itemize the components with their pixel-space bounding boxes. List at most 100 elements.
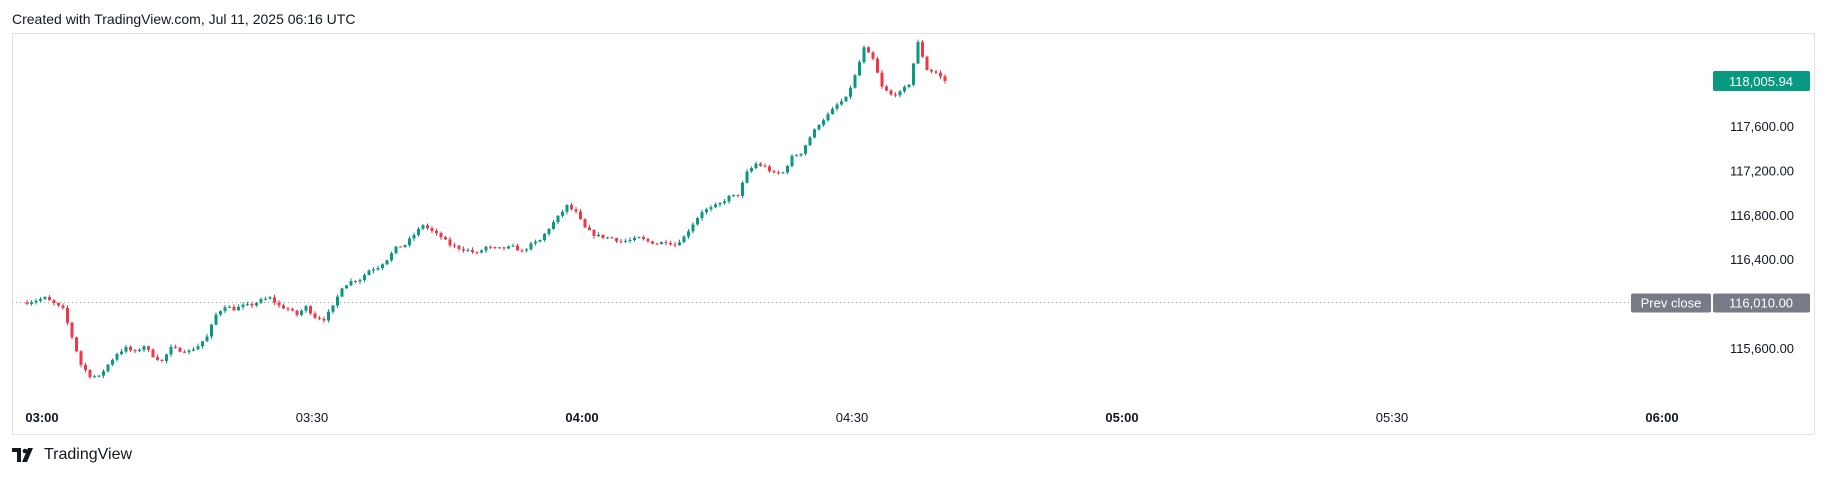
candle xyxy=(826,111,830,122)
candle-body xyxy=(30,302,33,305)
candle xyxy=(259,297,263,304)
candle xyxy=(480,249,483,254)
candle-body xyxy=(39,299,42,301)
candle xyxy=(390,251,393,262)
candle-body xyxy=(376,268,380,270)
candle xyxy=(30,300,33,306)
candle-body xyxy=(534,241,537,244)
candle-body xyxy=(97,375,101,377)
candle-body xyxy=(241,304,245,307)
candle-body xyxy=(52,300,56,304)
candle xyxy=(430,226,434,234)
candle xyxy=(520,248,524,253)
y-tick-label: 115,600.00 xyxy=(1730,341,1794,356)
candle xyxy=(48,295,51,301)
candle-body xyxy=(826,114,830,121)
candle-body xyxy=(525,249,528,251)
candle xyxy=(277,300,281,308)
candle xyxy=(714,202,717,209)
candle xyxy=(660,241,663,245)
candle xyxy=(237,304,240,311)
candle-body xyxy=(345,285,348,289)
x-tick-label: 05:00 xyxy=(1105,410,1138,425)
candle-body xyxy=(583,219,587,228)
candle-body xyxy=(817,124,821,130)
candle-body xyxy=(844,96,848,102)
candle xyxy=(291,307,294,312)
candle-body xyxy=(417,228,420,235)
candle-body xyxy=(412,234,416,239)
chart-header: Created with TradingView.com, Jul 11, 20… xyxy=(12,11,356,27)
candle xyxy=(327,309,330,323)
candle-body xyxy=(516,245,519,251)
candle-body xyxy=(574,209,578,212)
candle xyxy=(835,102,839,112)
candle-body xyxy=(322,318,326,321)
candle xyxy=(322,316,326,323)
candle-body xyxy=(646,239,650,242)
candle xyxy=(768,164,771,173)
y-tick-label: 116,400.00 xyxy=(1730,252,1794,267)
candle-body xyxy=(426,225,429,229)
candle xyxy=(84,362,87,373)
candle xyxy=(349,278,353,287)
candle-body xyxy=(795,155,798,157)
candle xyxy=(516,243,519,251)
candle-body xyxy=(921,41,924,57)
candle-body xyxy=(475,252,479,254)
candle xyxy=(678,239,681,246)
candle xyxy=(561,209,564,218)
candle xyxy=(831,106,834,115)
x-tick-label: 06:00 xyxy=(1645,410,1678,425)
candle xyxy=(615,237,618,244)
candle xyxy=(399,246,402,248)
candle-body xyxy=(556,215,560,223)
candle-body xyxy=(268,297,272,299)
candle xyxy=(763,163,767,168)
candle-body xyxy=(187,350,191,353)
candle xyxy=(462,246,465,253)
prev-close-value: 116,010.00 xyxy=(1729,295,1793,310)
candle-body xyxy=(759,163,762,166)
candle xyxy=(912,63,915,87)
candle xyxy=(921,40,924,59)
candle-body xyxy=(772,171,776,173)
candle-body xyxy=(547,228,551,234)
x-tick-label: 03:00 xyxy=(25,410,58,425)
candle xyxy=(808,135,812,146)
candle-body xyxy=(48,297,51,301)
candle xyxy=(709,204,713,212)
prev-close-badge: Prev close 116,010.00 xyxy=(1631,293,1810,313)
candle-body xyxy=(295,310,299,315)
candle-body xyxy=(903,86,906,92)
candle-body xyxy=(93,376,96,378)
candle xyxy=(268,295,272,300)
candle-body xyxy=(606,237,609,239)
candle-body xyxy=(156,357,159,360)
candle xyxy=(786,164,789,175)
candle xyxy=(907,83,911,89)
candle-body xyxy=(637,237,641,239)
candle-body xyxy=(286,308,290,310)
last-price-badge: 118,005.94 xyxy=(1713,70,1810,91)
candle-body xyxy=(255,302,258,306)
candle-body xyxy=(498,247,501,249)
candle xyxy=(331,305,335,314)
candle-body xyxy=(394,246,398,254)
candle xyxy=(70,321,74,340)
candle-body xyxy=(354,281,357,283)
chart-frame xyxy=(12,33,1815,435)
candle-body xyxy=(925,56,929,70)
candle xyxy=(903,85,906,94)
candle xyxy=(228,305,231,308)
candle-body xyxy=(885,86,888,91)
candle xyxy=(43,296,47,301)
candle xyxy=(804,144,807,156)
candle-body xyxy=(597,234,600,237)
candle xyxy=(718,201,722,207)
candle-body xyxy=(723,201,726,204)
y-tick-label: 117,200.00 xyxy=(1730,163,1794,178)
candle xyxy=(336,294,339,309)
candle xyxy=(534,239,537,246)
